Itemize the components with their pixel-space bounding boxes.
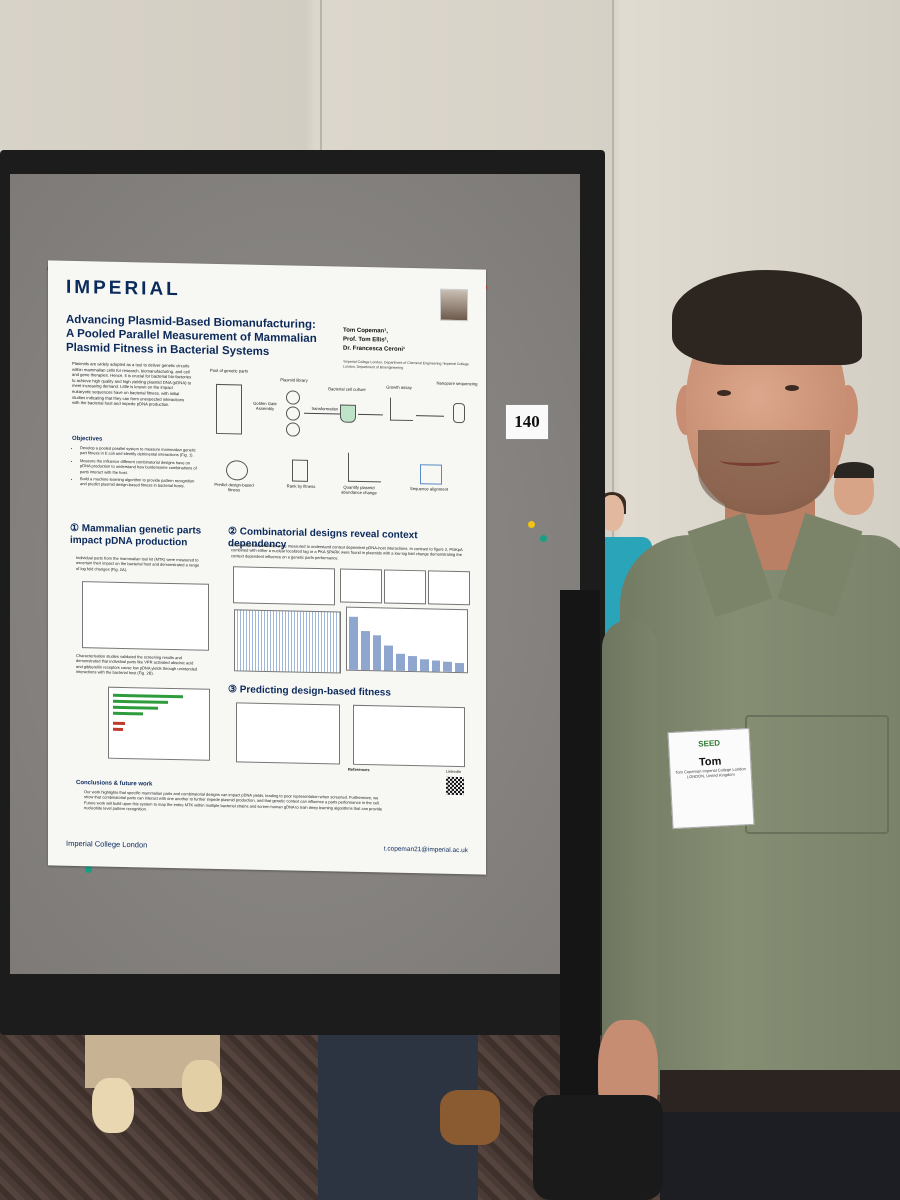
fig3d-bar [349, 616, 358, 670]
fig4b-chart [353, 704, 465, 768]
presenter-shirt [620, 535, 900, 1095]
fig3c-scatter [340, 568, 382, 604]
qr-code-icon [446, 776, 464, 796]
fig3d-bar [431, 660, 441, 672]
visitor-shoe [182, 1060, 222, 1112]
fig3d-bar [396, 653, 405, 671]
plasmid-icon [286, 422, 300, 437]
wall-seam [612, 0, 614, 830]
flow-label: Golden Gate Assembly [253, 400, 277, 412]
objectives-list: Develop a pooled parallel system to meas… [72, 445, 200, 492]
red-bar [113, 721, 125, 726]
network-icon [226, 460, 248, 481]
section-1-text-2: Characterisation studies validated the s… [76, 652, 198, 676]
plasmid-icon [286, 406, 300, 421]
presenter-eye [717, 390, 731, 396]
author-photo [440, 288, 468, 322]
flask-icon [340, 404, 356, 423]
flow-arrow [358, 413, 383, 416]
poster-email: t.copeman21@imperial.ac.uk [383, 845, 468, 855]
section-3-heading: ③ Predicting design-based fitness [228, 684, 391, 699]
fig3d-bar [372, 635, 382, 671]
visitor-shoe [92, 1078, 134, 1133]
flow-label: Rank by fitness [286, 483, 316, 490]
flow-label: Sequence alignment [409, 485, 449, 492]
fig3b-scatter [234, 609, 341, 674]
fig3c-scatter [428, 570, 470, 606]
fig3d-bar-chart [346, 606, 468, 674]
presenter-smile [720, 455, 780, 466]
flow-label: Quantify plasmid abundance change [341, 484, 377, 496]
plasmid-icon [286, 390, 300, 405]
alignment-icon [420, 464, 442, 485]
scatter-icon [348, 452, 381, 483]
fig3c-scatter [384, 569, 426, 605]
fig3d-bar [408, 656, 417, 672]
seed-logo: SEED [698, 738, 721, 749]
rank-icon [292, 459, 308, 482]
fig4a-chart [236, 702, 340, 765]
presenter-hair [672, 270, 862, 365]
flow-label: Plasmid library [280, 377, 308, 383]
shirt-pocket [745, 715, 889, 834]
objective-item: Measure the influence different combinat… [80, 458, 200, 477]
research-poster: IMPERIAL Advancing Plasmid-Based Biomanu… [48, 260, 486, 875]
push-pin [540, 535, 547, 542]
author-name: Dr. Francesca Ceroni¹ [343, 345, 406, 353]
backpack [533, 1095, 663, 1200]
poster-authors: Tom Copeman¹, Prof. Tom Ellis², Dr. Fran… [343, 327, 473, 357]
conclusions-heading: Conclusions & future work [76, 779, 153, 788]
flow-label: Predict design-based fitness [214, 481, 254, 493]
fig3d-bar [455, 662, 464, 673]
poster-intro: Plasmids are widely adopted as a tool to… [72, 360, 192, 408]
fig3d-bar [419, 658, 429, 672]
flow-label: Growth assay [386, 384, 412, 391]
objective-item: Build a machine learning algorithm to pr… [80, 476, 200, 489]
presenter-arm [602, 620, 657, 1090]
gene-parts-icon [216, 383, 242, 435]
push-pin [85, 866, 92, 873]
presenter-stubble [698, 430, 830, 515]
linkedin-label: LinkedIn [446, 768, 462, 775]
poster-title: Advancing Plasmid-Based Biomanufacturing… [66, 313, 317, 359]
visitor-boot [440, 1090, 500, 1145]
flow-arrow [304, 412, 340, 415]
section-1-text: Individual parts from the mammalian tool… [76, 554, 200, 572]
flow-label: Pool of genetic parts [209, 367, 249, 374]
fig3d-bar [384, 645, 394, 671]
green-bar [113, 693, 183, 699]
conclusions-text: Our work highlights that specific mammal… [84, 789, 383, 812]
poster-affiliation: ¹Imperial College London, Department of … [343, 359, 469, 370]
background-man-hair [834, 462, 874, 478]
growth-curve-icon [390, 397, 413, 422]
presenter-eye [785, 385, 799, 391]
push-pin [528, 521, 535, 528]
fig3d-bar [443, 661, 453, 672]
presenter-pants [660, 1112, 900, 1200]
fig2b-chart [108, 686, 210, 761]
fig3d-bar [360, 630, 370, 671]
section-1-heading: ① Mammalian genetic parts impact pDNA pr… [70, 522, 202, 549]
fig3a-diagram [233, 566, 335, 606]
board-number-tag: 140 [505, 404, 549, 440]
references-heading: References [348, 766, 370, 773]
objective-item: Develop a pooled parallel system to meas… [80, 445, 200, 458]
objectives-heading: Objectives [72, 435, 103, 443]
green-bar [113, 699, 168, 704]
imperial-logo: IMPERIAL [66, 276, 181, 301]
poster-footer: Imperial College London [66, 838, 148, 850]
fig2a-chart [82, 581, 209, 651]
flow-label: Nanopore sequencing [436, 380, 478, 387]
flow-arrow [416, 415, 444, 417]
name-badge: SEED Tom Tom Copeman Imperial College Lo… [667, 727, 755, 830]
green-bar [113, 705, 158, 710]
red-bar [113, 727, 123, 731]
nanopore-icon [453, 402, 465, 424]
flow-label: Bacterial cell culture [328, 386, 366, 393]
green-bar [113, 711, 143, 716]
presenter-belt [660, 1070, 900, 1115]
